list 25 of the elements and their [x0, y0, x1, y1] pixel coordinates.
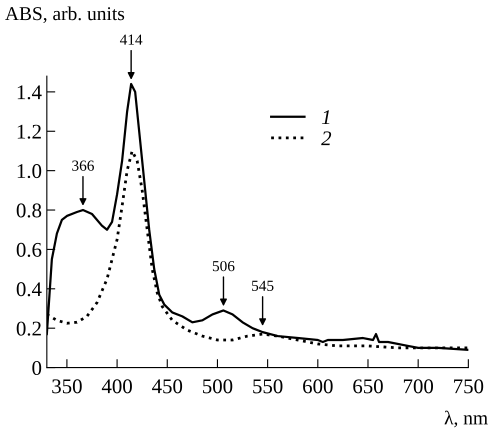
y-tick-label: 1.0	[18, 164, 42, 178]
y-tick-label: 0.6	[16, 242, 42, 257]
x-tick-label: 750	[454, 379, 484, 394]
x-tick-label: 650	[353, 379, 383, 394]
annotation: 545	[252, 280, 274, 291]
legend-label: 2	[321, 131, 332, 146]
annotation: 366	[72, 160, 94, 171]
x-tick-label: 550	[253, 379, 282, 394]
y-tick-label: 1.4	[18, 85, 42, 100]
x-tick-label: 600	[303, 379, 333, 394]
y-tick-label: 0.8	[16, 203, 42, 218]
x-tick-label: 350	[52, 379, 82, 394]
y-axis-title: ABS, arb. units	[5, 6, 124, 24]
y-tick-label: 1.2	[18, 124, 41, 139]
annotation: 414	[120, 34, 142, 45]
x-tick-label: 700	[404, 379, 433, 394]
y-tick-label: 0.4	[16, 282, 42, 296]
x-tick-label: 500	[203, 379, 232, 394]
x-axis-title: λ, nm	[444, 410, 488, 428]
legend-label: 1	[322, 110, 330, 124]
y-tick-label: 0.2	[16, 322, 41, 336]
y-tick-label: 0	[32, 360, 42, 376]
x-tick-label: 400	[102, 379, 132, 394]
annotation: 506	[212, 260, 234, 272]
x-tick-label: 450	[152, 379, 182, 394]
